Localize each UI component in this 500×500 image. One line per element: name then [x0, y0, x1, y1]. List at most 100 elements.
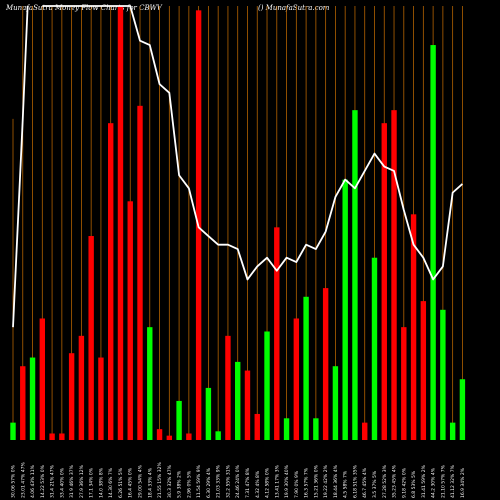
bar	[283, 418, 290, 440]
bar	[20, 366, 26, 440]
bar	[176, 400, 182, 440]
price-line	[12, 5, 464, 328]
bar	[401, 327, 407, 440]
x-tick-label: 9.18 42% 0%	[401, 467, 407, 498]
bar	[430, 45, 436, 441]
x-tick-label: 14.22 53% 0%	[40, 464, 46, 498]
x-tick-label: 27.9 36% 12%	[79, 464, 85, 498]
x-tick-label: 7.90 0% 9%	[294, 470, 300, 498]
x-tick-label: 13.41 17% 3%	[274, 464, 280, 498]
bar	[98, 357, 104, 440]
x-tick-label: 14.30 6% 7%	[108, 467, 114, 498]
x-tick-label: 41.12 32% 7%	[450, 464, 456, 498]
bar	[156, 429, 163, 440]
x-tick-label: 31 9 46% 37%	[69, 464, 75, 498]
x-tick-label: 33.4 40% 0%	[59, 467, 65, 498]
x-tick-label: 21.10 57% 7%	[440, 464, 446, 498]
x-tick-label: 17.1 34% 0%	[89, 467, 95, 498]
bar	[264, 331, 270, 440]
x-tick-label: 46.7 45% 4%	[362, 467, 368, 498]
bar	[225, 335, 231, 440]
bar	[117, 6, 124, 440]
bar	[186, 433, 192, 440]
bar	[274, 227, 280, 440]
x-tick-label: 4.32 4% 8%	[255, 470, 261, 498]
x-tick-label: 4.06 43% 11%	[30, 464, 36, 498]
bar	[205, 387, 212, 440]
x-tick-label: 6.18 51% 35%	[352, 464, 358, 498]
x-tick-label: 16.4 45% 0%	[128, 467, 134, 498]
price-line-path	[42, 5, 464, 281]
bar	[10, 422, 16, 440]
bar	[332, 366, 339, 440]
bar	[49, 433, 55, 440]
x-tick-label: 18.44 36% 4%	[333, 464, 339, 498]
x-tick-label: 6.30 29% 4%	[206, 467, 212, 498]
x-tick-label: 19.22 42% 2%	[323, 464, 329, 498]
bar	[88, 236, 94, 440]
bar	[303, 296, 309, 440]
x-tick-label: 18.4 33% 4%	[147, 467, 153, 498]
x-tick-label: 3.5 37% 5%	[372, 470, 378, 498]
x-tick-label: 24.46 24% 0%	[235, 464, 241, 498]
bar	[39, 318, 46, 440]
bar	[313, 418, 319, 440]
x-tick-label: 16.9 34% 2%	[460, 467, 466, 498]
x-tick-label: 27.28 52% 3%	[382, 464, 388, 498]
x-tick-label: 11.54 59% 9%	[196, 464, 202, 498]
x-tick-label: 23.01 47% 47%	[20, 462, 26, 498]
bar	[440, 309, 446, 440]
x-tick-label: 31.4 21% 47%	[50, 464, 56, 498]
bar	[29, 357, 36, 440]
x-tick-label: 7.31 47% 8%	[245, 467, 251, 498]
bar	[459, 379, 466, 440]
x-tick-label: 30.06 57% 0%	[11, 464, 17, 498]
x-tick-label: 44.2 30% 4%	[431, 467, 437, 498]
x-tick-label: 6.8 53% 5%	[411, 470, 417, 498]
bar	[166, 435, 173, 440]
bar	[78, 335, 85, 440]
bar	[254, 413, 260, 440]
x-tick-label: 30.3 32% 47%	[167, 464, 173, 498]
bar	[391, 110, 397, 440]
bar	[147, 327, 153, 440]
x-tick-label: 31.41 59% 2%	[421, 464, 427, 498]
price-line-lead	[12, 5, 29, 328]
bar	[293, 318, 300, 440]
x-tick-label: 15.21 36% 0%	[313, 464, 319, 498]
bar	[352, 110, 358, 440]
x-tick-label: 32.2 55% 31%	[225, 464, 231, 498]
x-tick-labels: 30.06 57% 0% 23.01 47% 47% 4.06 43% 11% 14.…	[11, 462, 466, 498]
x-tick-label: 5.9 38% 2%	[177, 470, 183, 498]
bar	[342, 179, 348, 440]
bar	[68, 353, 75, 440]
bar	[127, 201, 133, 440]
bar	[381, 123, 387, 441]
site-credit: () MunafaSutra.com	[258, 4, 330, 12]
bar	[322, 288, 329, 440]
bar	[362, 422, 368, 440]
bar	[371, 257, 378, 440]
x-tick-label: 14.0 38% 8%	[98, 467, 104, 498]
bar	[215, 431, 221, 440]
chart-title: MunafaSutra Money Flow Charts for CBWV	[5, 4, 163, 12]
x-tick-label: 21.03 33% 9%	[216, 464, 222, 498]
bar	[449, 422, 456, 440]
x-tick-label: 2.96 0% 5%	[186, 470, 192, 498]
bar	[59, 433, 65, 440]
x-tick-label: 4.5 58% 7%	[343, 470, 349, 498]
x-tick-label: 6.26 51% 5%	[118, 467, 124, 498]
x-tick-label: 4.12 58% 0%	[265, 467, 271, 498]
bar	[410, 214, 417, 440]
bar	[420, 301, 427, 440]
x-tick-label: 35.23 45% 4%	[392, 464, 398, 498]
x-tick-label: 16.3 57% 7%	[304, 467, 310, 498]
x-tick-label: 21.55 15% 32%	[157, 462, 163, 498]
bar	[137, 105, 143, 440]
bar	[244, 370, 251, 440]
bar	[108, 123, 114, 441]
bar	[235, 361, 241, 440]
x-tick-label: 19.9 30% 40%	[284, 464, 290, 498]
